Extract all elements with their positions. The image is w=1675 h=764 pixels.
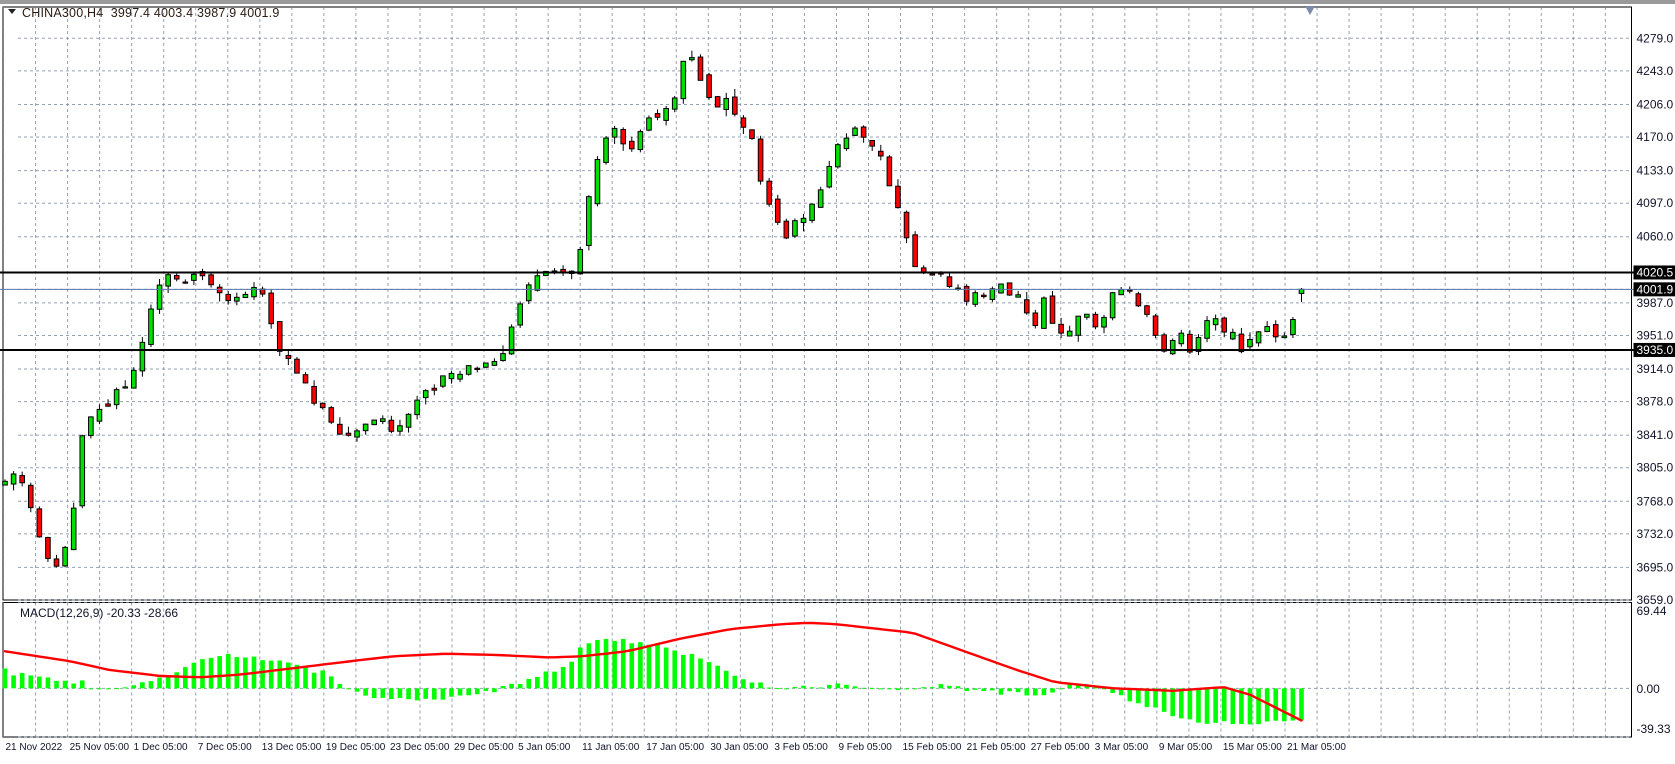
- svg-text:3768.0: 3768.0: [1637, 494, 1674, 508]
- svg-text:-39.33: -39.33: [1637, 722, 1671, 736]
- svg-text:27 Feb 05:00: 27 Feb 05:00: [1031, 742, 1090, 753]
- svg-text:21 Feb 05:00: 21 Feb 05:00: [967, 742, 1026, 753]
- svg-text:3878.0: 3878.0: [1637, 395, 1674, 409]
- svg-text:4279.0: 4279.0: [1637, 31, 1674, 45]
- svg-text:4060.0: 4060.0: [1637, 230, 1674, 244]
- svg-text:3695.0: 3695.0: [1637, 560, 1674, 574]
- svg-text:3951.0: 3951.0: [1637, 328, 1674, 342]
- svg-text:21 Mar 05:00: 21 Mar 05:00: [1287, 742, 1346, 753]
- svg-text:7 Dec 05:00: 7 Dec 05:00: [198, 742, 252, 753]
- svg-text:69.44: 69.44: [1637, 604, 1667, 618]
- svg-text:15 Feb 05:00: 15 Feb 05:00: [903, 742, 962, 753]
- svg-text:9 Feb 05:00: 9 Feb 05:00: [838, 742, 892, 753]
- svg-text:3914.0: 3914.0: [1637, 362, 1674, 376]
- svg-text:15 Mar 05:00: 15 Mar 05:00: [1223, 742, 1282, 753]
- svg-text:4170.0: 4170.0: [1637, 130, 1674, 144]
- svg-text:4001.9: 4001.9: [1637, 282, 1674, 296]
- svg-text:11 Jan 05:00: 11 Jan 05:00: [582, 742, 640, 753]
- svg-text:21 Nov 2022: 21 Nov 2022: [6, 742, 63, 753]
- svg-text:3732.0: 3732.0: [1637, 527, 1674, 541]
- svg-text:29 Dec 05:00: 29 Dec 05:00: [454, 742, 514, 753]
- svg-text:4243.0: 4243.0: [1637, 64, 1674, 78]
- svg-text:3805.0: 3805.0: [1637, 461, 1674, 475]
- svg-text:3 Mar 05:00: 3 Mar 05:00: [1095, 742, 1149, 753]
- svg-text:3 Feb 05:00: 3 Feb 05:00: [774, 742, 828, 753]
- svg-text:4206.0: 4206.0: [1637, 97, 1674, 111]
- svg-text:9 Mar 05:00: 9 Mar 05:00: [1159, 742, 1213, 753]
- svg-text:17 Jan 05:00: 17 Jan 05:00: [646, 742, 704, 753]
- svg-text:MACD(12,26,9) -20.33 -28.66: MACD(12,26,9) -20.33 -28.66: [20, 606, 178, 620]
- svg-text:19 Dec 05:00: 19 Dec 05:00: [326, 742, 386, 753]
- svg-text:4133.0: 4133.0: [1637, 164, 1674, 178]
- svg-text:30 Jan 05:00: 30 Jan 05:00: [710, 742, 768, 753]
- svg-text:1 Dec 05:00: 1 Dec 05:00: [134, 742, 188, 753]
- svg-text:25 Nov 05:00: 25 Nov 05:00: [70, 742, 130, 753]
- svg-text:3935.0: 3935.0: [1637, 343, 1674, 357]
- svg-text:4097.0: 4097.0: [1637, 196, 1674, 210]
- svg-text:4020.5: 4020.5: [1637, 265, 1674, 279]
- svg-text:3987.0: 3987.0: [1637, 296, 1674, 310]
- svg-text:0.00: 0.00: [1637, 682, 1661, 696]
- svg-text:3841.0: 3841.0: [1637, 428, 1674, 442]
- svg-text:13 Dec 05:00: 13 Dec 05:00: [262, 742, 322, 753]
- svg-text:5 Jan 05:00: 5 Jan 05:00: [518, 742, 571, 753]
- svg-text:23 Dec 05:00: 23 Dec 05:00: [390, 742, 450, 753]
